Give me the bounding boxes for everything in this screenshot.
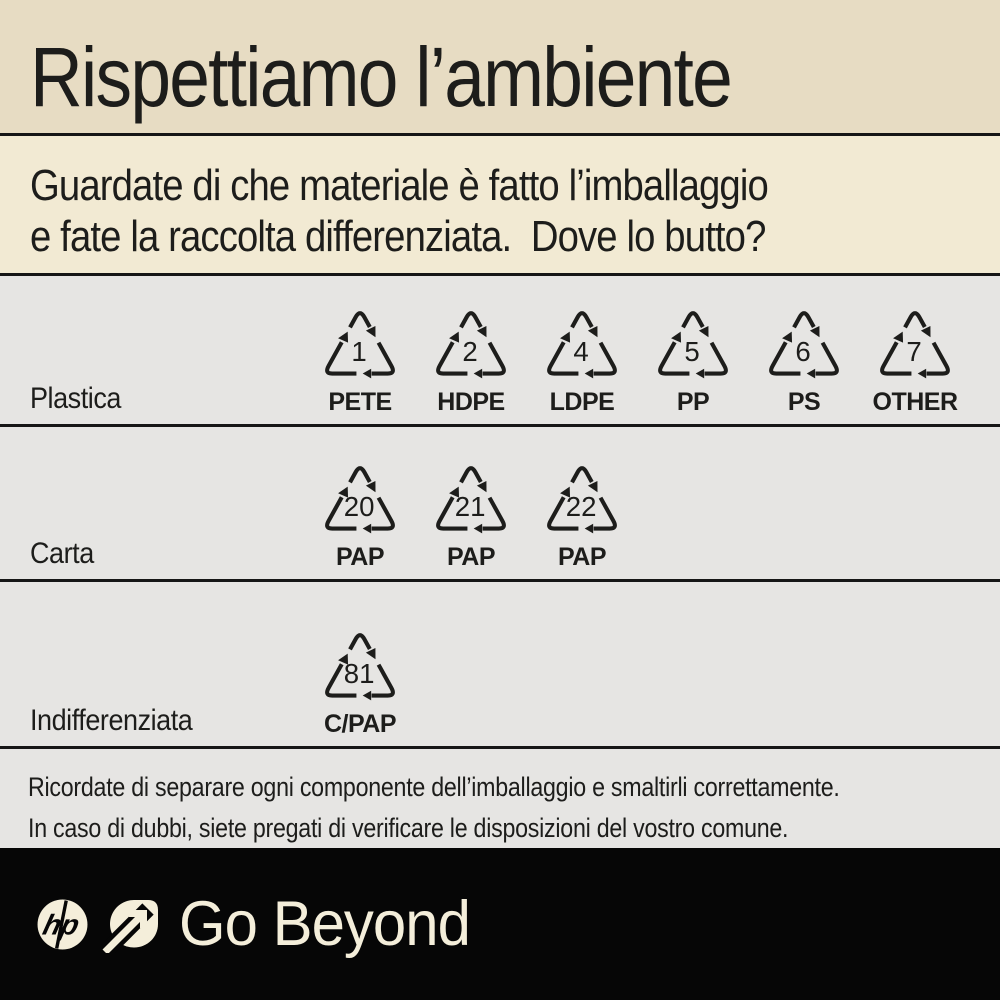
svg-text:6: 6 xyxy=(795,336,810,367)
svg-text:20: 20 xyxy=(344,491,375,522)
divider xyxy=(0,273,1000,276)
note-band: Ricordate di separare ogni componente de… xyxy=(0,749,1000,848)
hp-logo-icon: hp xyxy=(37,899,88,949)
recycling-symbols: 20 PAP 21 PAP xyxy=(312,459,630,572)
recycling-triangle-icon: 5 xyxy=(658,310,728,378)
recycling-symbol: 2 HDPE xyxy=(423,304,519,417)
material-row-plastica: Plastica 1 PETE xyxy=(0,276,1000,424)
svg-text:22: 22 xyxy=(566,491,597,522)
symbol-name: PAP xyxy=(446,542,496,571)
material-row-carta: Carta 20 PAP xyxy=(0,427,1000,579)
recycling-symbol: 6 PS xyxy=(756,304,852,417)
material-label: Indifferenziata xyxy=(30,703,193,737)
recycling-triangle-icon: 7 xyxy=(880,310,950,378)
symbol-name: HDPE xyxy=(437,387,505,416)
recycling-symbol: 81 C/PAP xyxy=(312,626,408,739)
material-label: Carta xyxy=(30,536,94,570)
brand-footer: hp Go Beyond xyxy=(0,848,1000,1000)
subtitle-line-2: e fate la raccolta differenziata. Dove l… xyxy=(30,212,766,261)
arrow-up-right-icon xyxy=(101,900,158,953)
divider xyxy=(0,579,1000,582)
recycling-symbol: 20 PAP xyxy=(312,459,408,572)
recycling-symbol: 5 PP xyxy=(645,304,741,417)
svg-text:81: 81 xyxy=(344,658,375,689)
recycling-triangle-icon: 4 xyxy=(547,310,617,378)
recycling-symbol: 21 PAP xyxy=(423,459,519,572)
recycling-symbols: 1 PETE 2 HDPE xyxy=(312,304,963,417)
subtitle-line-1: Guardate di che materiale è fatto l’imba… xyxy=(30,161,769,210)
symbol-name: PS xyxy=(787,387,821,416)
page-title: Rispettiamo l’ambiente xyxy=(30,30,733,124)
subtitle-band: Guardate di che materiale è fatto l’imba… xyxy=(0,136,1000,273)
material-label: Plastica xyxy=(30,381,121,415)
svg-text:4: 4 xyxy=(573,336,588,367)
recycling-triangle-icon: 2 xyxy=(436,310,506,378)
title-band: Rispettiamo l’ambiente xyxy=(0,0,1000,133)
recycling-triangle-icon: 20 xyxy=(325,465,395,533)
recycling-symbols: 81 C/PAP xyxy=(312,626,408,739)
recycling-triangle-icon: 22 xyxy=(547,465,617,533)
recycling-symbol: 1 PETE xyxy=(312,304,408,417)
svg-text:1: 1 xyxy=(351,336,366,367)
symbol-name: PAP xyxy=(335,542,385,571)
recycling-triangle-icon: 81 xyxy=(325,632,395,700)
svg-text:7: 7 xyxy=(906,336,921,367)
divider xyxy=(0,424,1000,427)
divider xyxy=(0,746,1000,749)
recycling-triangle-icon: 21 xyxy=(436,465,506,533)
recycling-symbol: 7 OTHER xyxy=(867,304,963,417)
divider xyxy=(0,133,1000,136)
symbol-name: PAP xyxy=(557,542,607,571)
symbol-name: LDPE xyxy=(549,387,615,416)
recycling-symbol: 4 LDPE xyxy=(534,304,630,417)
svg-text:2: 2 xyxy=(462,336,477,367)
symbol-name: OTHER xyxy=(872,387,959,416)
symbol-name: PP xyxy=(676,387,710,416)
tagline: Go Beyond xyxy=(179,889,471,959)
note-line-1: Ricordate di separare ogni componente de… xyxy=(28,772,840,802)
symbol-name: PETE xyxy=(328,387,392,416)
recycling-symbol: 22 PAP xyxy=(534,459,630,572)
symbol-name: C/PAP xyxy=(323,709,397,738)
material-row-indifferenziata: Indifferenziata 81 C/PAP xyxy=(0,582,1000,746)
materials-table: Plastica 1 PETE xyxy=(0,276,1000,749)
recycling-triangle-icon: 1 xyxy=(325,310,395,378)
svg-text:5: 5 xyxy=(684,336,699,367)
svg-text:21: 21 xyxy=(455,491,486,522)
note-line-2: In caso di dubbi, siete pregati di verif… xyxy=(28,813,789,843)
recycling-triangle-icon: 6 xyxy=(769,310,839,378)
